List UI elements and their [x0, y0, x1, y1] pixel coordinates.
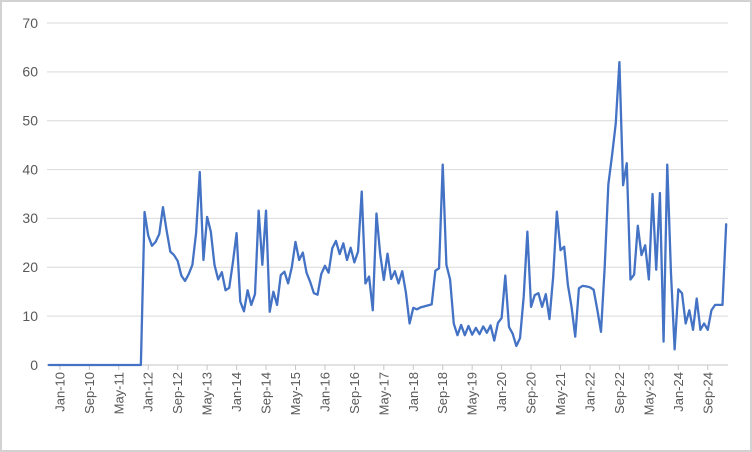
x-axis-tick-label: Jan-16 — [317, 372, 332, 412]
data-series-line — [47, 60, 728, 367]
y-axis-tick-label: 10 — [22, 308, 38, 324]
x-axis-tick-label: Jan-12 — [141, 372, 156, 412]
x-axis-tick-label: Jan-10 — [52, 372, 67, 412]
x-axis-tick-label: Sep-24 — [700, 372, 715, 414]
x-axis-tick-label: May-21 — [553, 372, 568, 415]
x-axis-tick-label: Sep-14 — [259, 372, 274, 414]
x-axis-tick-label: Jan-14 — [229, 372, 244, 412]
x-axis-tick-label: May-11 — [111, 372, 126, 414]
y-axis-tick-label: 60 — [22, 64, 38, 80]
x-axis-tick-label: May-13 — [200, 372, 215, 415]
x-axis-tick-label: Jan-24 — [671, 372, 686, 412]
y-axis-tick-label: 20 — [22, 259, 38, 275]
x-axis-tick-label: Jan-18 — [406, 372, 421, 412]
x-axis-tick-label: Sep-10 — [82, 372, 97, 414]
x-axis-tick-label: Sep-12 — [170, 372, 185, 414]
y-axis-tick-label: 70 — [22, 15, 38, 31]
x-axis-tick-label: May-23 — [641, 372, 656, 415]
x-axis-tick-label: May-17 — [376, 372, 391, 415]
x-axis-tick-label: Sep-16 — [347, 372, 362, 414]
x-axis-tick-label: Sep-20 — [524, 372, 539, 414]
x-axis-tick-label: May-19 — [465, 372, 480, 415]
x-axis-tick-label: May-15 — [288, 372, 303, 415]
x-axis-tick-label: Sep-22 — [612, 372, 627, 414]
y-axis-tick-label: 40 — [22, 161, 38, 177]
x-axis-tick-label: Jan-22 — [582, 372, 597, 412]
y-axis-tick-label: 50 — [22, 112, 38, 128]
x-axis-tick-label: Sep-18 — [435, 372, 450, 414]
y-axis-tick-label: 0 — [30, 357, 38, 373]
y-axis-tick-label: 30 — [22, 210, 38, 226]
x-axis-tick-label: Jan-20 — [494, 372, 509, 412]
